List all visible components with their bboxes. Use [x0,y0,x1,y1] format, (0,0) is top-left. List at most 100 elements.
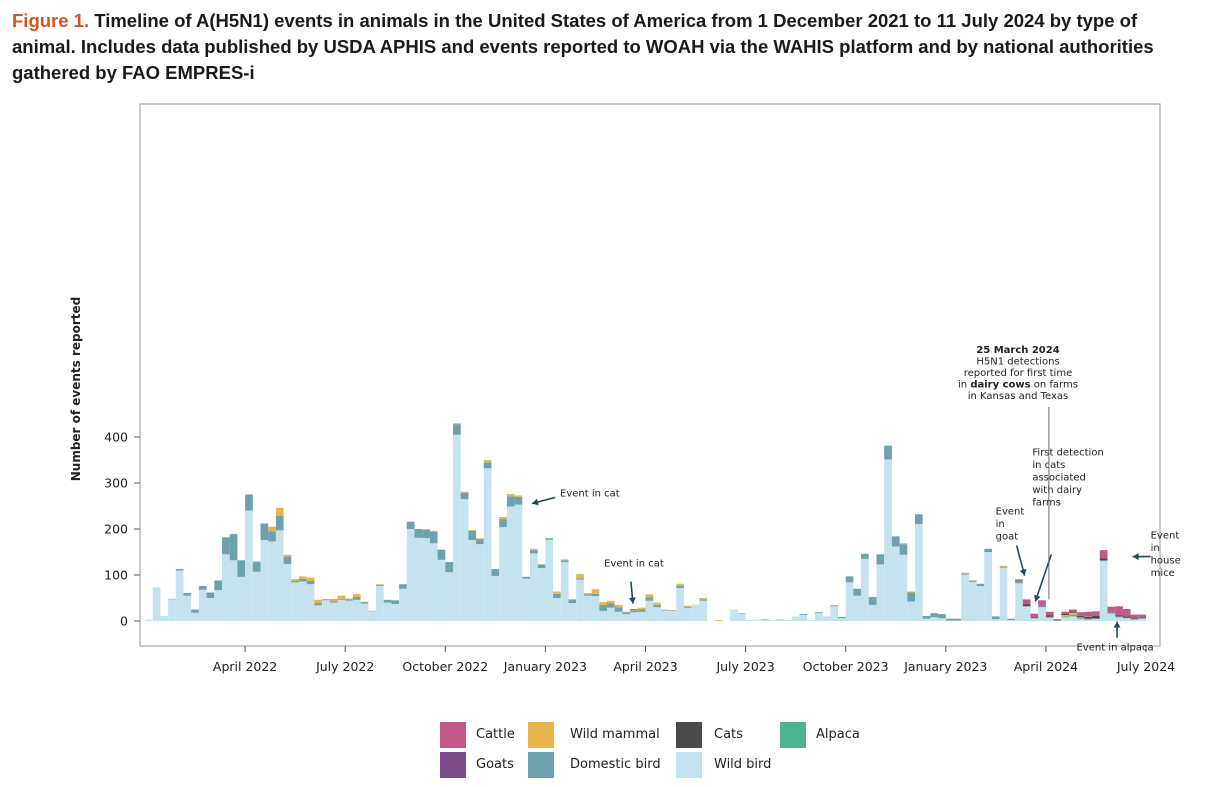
annotation-goat: Event in goat [996,507,1025,543]
bar-dom-week-97 [891,536,900,547]
bar-dom-week-119 [1061,616,1069,618]
bar-dom-week-90 [838,616,846,619]
legend-label: Cats [714,727,743,742]
bar-wild-week-61 [614,611,623,621]
bar-wild-week-114 [1022,606,1031,621]
bar-wild-week-50 [530,553,538,621]
bar-wild-week-37 [429,543,438,621]
bar-wild-week-48 [514,504,523,621]
figure-title: Figure 1. Timeline of A(H5N1) events in … [12,8,1202,86]
bar-wild-week-5 [183,595,192,621]
bar-wild-week-19 [291,582,299,621]
bar-wild-week-20 [299,581,307,621]
bar-dom-week-42 [468,530,477,541]
bar-wild-week-91 [845,582,854,621]
bar-wild-week-33 [399,588,407,621]
bar-dom-week-51 [537,564,546,569]
bar-cats-week-119 [1061,613,1069,616]
bar-mam-week-122 [1084,618,1093,620]
bar-mam-week-121 [1076,617,1085,619]
bar-dom-week-28 [360,602,369,604]
bar-dom-week-111 [999,566,1008,568]
bar-wild-week-32 [391,603,400,621]
annotation-alpaca: Event in alpaca [1076,643,1153,654]
bar-wild-week-100 [915,523,923,621]
bar-wild-week-93 [861,558,869,621]
y-axis-title: Number of events reported [69,297,83,482]
bar-mam-week-22 [314,599,323,604]
bar-wild-week-1 [152,587,161,621]
bar-wild-week-108 [976,586,985,621]
bar-cattle-week-125 [1107,606,1116,613]
bar-mam-week-37 [429,530,438,532]
bar-wild-week-107 [968,581,977,621]
bar-dom-week-91 [845,576,854,583]
bar-wild-week-95 [876,564,885,621]
bar-dom-week-46 [499,518,507,528]
bar-wild-week-45 [491,575,500,621]
bar-wild-week-83 [784,620,792,621]
bar-wild-week-46 [499,527,507,621]
bar-dom-week-105 [953,618,962,621]
bar-dom-week-17 [275,515,284,531]
bar-mam-week-40 [453,423,461,425]
bar-wild-week-69 [676,587,684,621]
bar-wild-week-43 [476,544,484,621]
bar-dom-week-117 [1045,616,1054,618]
bar-dom-week-33 [399,584,407,589]
figure-caption: Timeline of A(H5N1) events in animals in… [12,10,1154,83]
bar-wild-week-13 [245,510,253,621]
bar-wild-week-14 [252,571,261,621]
annotation-arrow-head [1019,568,1027,576]
bar-cats-week-124 [1099,558,1108,561]
bar-wild-week-18 [283,563,292,621]
bar-dom-week-61 [614,607,623,612]
bar-dom-week-22 [314,603,323,606]
bar-wild-week-80 [761,619,769,621]
bar-wild-week-59 [599,610,607,621]
bar-wild-week-47 [506,506,515,621]
annotation-alpaca-line: Event in alpaca [1076,643,1153,654]
bar-dom-week-53 [553,593,561,598]
bar-wild-week-128 [1130,619,1139,621]
bar-wild-week-66 [653,607,661,621]
annotation-mice-line: in [1151,543,1160,554]
bar-dom-week-19 [291,580,299,583]
bar-wild-week-27 [352,599,361,621]
bar-wild-week-40 [453,434,461,621]
bar-wild-week-116 [1038,607,1046,621]
bar-wild-week-126 [1115,617,1123,621]
bar-dom-week-98 [899,544,908,555]
bar-dom-week-87 [814,612,823,614]
bar-wild-week-94 [868,604,877,621]
bar-dom-week-126 [1115,616,1123,618]
legend-label: Wild bird [714,757,772,772]
annotation-arrow-head [532,498,539,506]
bar-mam-week-63 [630,609,638,611]
bar-cattle-week-128 [1130,614,1139,619]
bar-dom-week-99 [907,592,915,602]
bar-mam-week-111 [999,565,1008,567]
annotation-cats-dairy-line: with dairy [1032,485,1082,496]
bar-dom-week-10 [222,537,230,555]
bar-wild-week-87 [814,613,823,621]
bar-dom-week-64 [637,609,646,612]
bar-wild-week-3 [168,599,176,621]
annotation-dairy-cows-line: reported for first time [964,368,1072,379]
bar-wild-week-34 [406,529,415,621]
annotation-mice-line: house [1151,556,1181,567]
legend-swatch [440,722,466,748]
bar-cats-week-114 [1022,604,1031,607]
bar-mam-week-17 [275,507,284,516]
bar-dom-week-14 [252,561,261,572]
bar-cats-week-115 [1030,617,1039,619]
bar-cats-week-117 [1045,615,1054,617]
bar-dom-week-108 [976,583,985,587]
bar-wild-week-119 [1061,617,1069,621]
bar-dom-week-120 [1069,615,1077,617]
bar-dom-week-52 [545,538,554,540]
bar-wild-week-122 [1084,620,1093,621]
bar-wild-week-110 [992,619,1000,621]
bar-dom-week-50 [530,550,538,554]
annotation-cat-jan: Event in cat [560,488,620,499]
